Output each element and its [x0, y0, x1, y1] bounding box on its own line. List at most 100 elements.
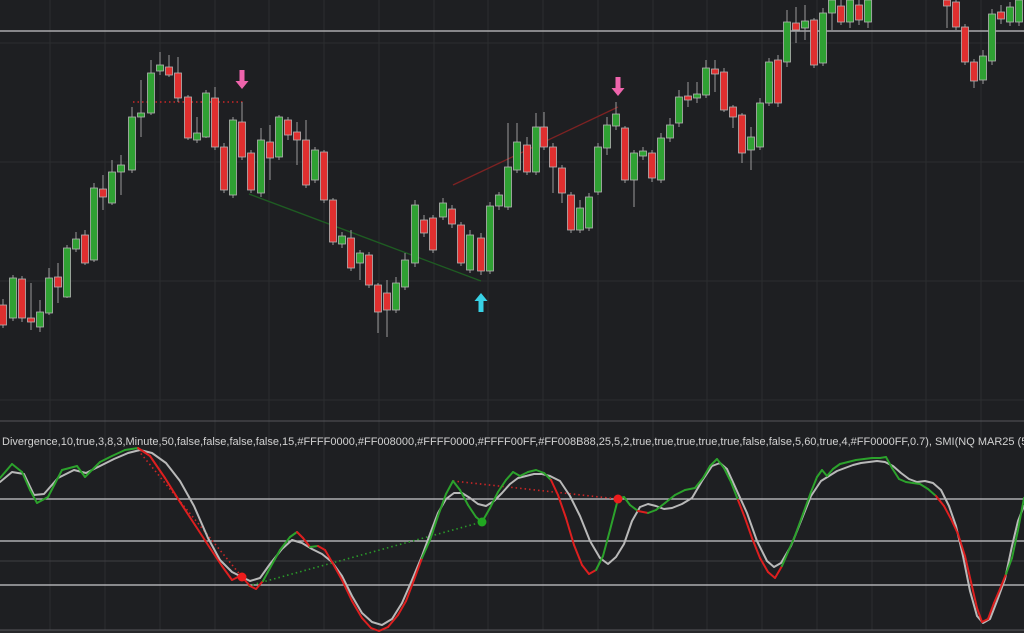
candle-down [792, 22, 800, 31]
candle-down [943, 0, 951, 7]
candle-up [864, 0, 872, 23]
smi-line-segment [0, 463, 13, 479]
candle-up [675, 96, 683, 124]
smi-line-segment [557, 494, 567, 519]
candle-up [466, 234, 474, 271]
candle-down [429, 217, 437, 251]
candle-down [684, 95, 692, 101]
candle-down [961, 26, 969, 63]
smi-line-segment [1017, 497, 1024, 531]
smi-line-segment [279, 536, 291, 551]
smi-line-segment [702, 465, 711, 479]
smi-line-segment [987, 602, 995, 620]
smi-line-segment [445, 480, 454, 495]
smi-line-segment [879, 456, 887, 459]
smi-line-segment [124, 447, 139, 451]
candle-down [220, 146, 228, 191]
smi-line-segment [452, 480, 461, 491]
candle-down [648, 152, 656, 179]
smi-line-segment [99, 455, 113, 463]
candle-down [284, 119, 292, 136]
smi-line-segment [519, 471, 529, 477]
smi-line-segment [950, 518, 959, 535]
smi-line-segment [505, 471, 514, 481]
smi-line-segment [737, 499, 746, 519]
candle-down [549, 146, 557, 168]
candle-down [711, 68, 719, 75]
candle-down [293, 131, 301, 141]
smi-line-segment [863, 457, 873, 460]
smi-line-segment [21, 471, 31, 491]
candle-up [846, 0, 854, 23]
smi-line-segment [535, 469, 545, 474]
smi-line-segment [655, 502, 666, 511]
smi-line-segment [497, 479, 507, 493]
candle-down [266, 141, 274, 159]
smi-line-segment [957, 533, 966, 557]
candle-up [401, 259, 409, 288]
candle-up [988, 13, 996, 62]
candle-down [720, 71, 728, 111]
candle-down [0, 304, 7, 326]
candle-down [774, 59, 782, 104]
smi-line-segment [981, 618, 989, 623]
smi-line-segment [209, 547, 223, 567]
candle-down [540, 126, 548, 148]
smi-line-segment [317, 545, 326, 551]
candle-down [523, 144, 531, 173]
smi-line-segment [149, 455, 166, 479]
smi-line-segment [512, 471, 521, 477]
candle-up [193, 132, 201, 141]
smi-line-segment [855, 458, 865, 461]
smi-line-segment [111, 449, 126, 457]
smi-line-segment [221, 565, 233, 581]
smi-line-segment [29, 489, 38, 504]
candle-down [320, 151, 328, 201]
candle-up [765, 61, 773, 104]
smi-line-segment [826, 468, 834, 477]
smi-divergence-line [452, 480, 619, 500]
smi-line-segment [629, 504, 639, 512]
smi-line-segment [331, 561, 343, 581]
smi-line-segment [935, 495, 945, 507]
smi-line-segment [11, 463, 23, 473]
candle-down [738, 114, 746, 154]
smi-line-segment [787, 535, 796, 553]
smi-line-segment [324, 549, 333, 563]
smi-line-segment [694, 477, 704, 489]
candle-down [374, 284, 382, 313]
candle-down [997, 11, 1005, 20]
candle-down [54, 276, 62, 288]
candle-up [36, 311, 44, 328]
candle-up [229, 119, 237, 196]
candle-up [828, 0, 836, 14]
candle-up [9, 277, 17, 319]
smi-line-segment [296, 531, 304, 539]
candle-down [558, 167, 566, 194]
candle-up [1006, 6, 1014, 23]
candle-down [567, 194, 575, 231]
smi-line-segment [309, 545, 319, 548]
smi-line-segment [269, 549, 281, 569]
candle-up [657, 137, 665, 181]
smi-line-segment [912, 482, 921, 485]
candle-up [63, 247, 71, 298]
smi-line-segment [774, 565, 783, 579]
smi-line-segment [674, 489, 686, 496]
candle-up [639, 150, 647, 157]
bearish-divergence-arrow-icon [611, 77, 625, 96]
smi-line-segment [595, 555, 604, 571]
candle-down [211, 97, 219, 148]
smi-line-segment [794, 513, 804, 537]
candle-down [184, 96, 192, 139]
smi-line-segment [847, 459, 857, 463]
candle-up [819, 12, 827, 64]
candle-up [90, 187, 98, 261]
candle-down [247, 152, 255, 191]
smi-line-segment [919, 483, 929, 490]
smi-line-segment [550, 479, 559, 496]
candle-up [137, 112, 145, 118]
smi-line-segment [664, 494, 676, 504]
smi-line-segment [684, 487, 696, 491]
